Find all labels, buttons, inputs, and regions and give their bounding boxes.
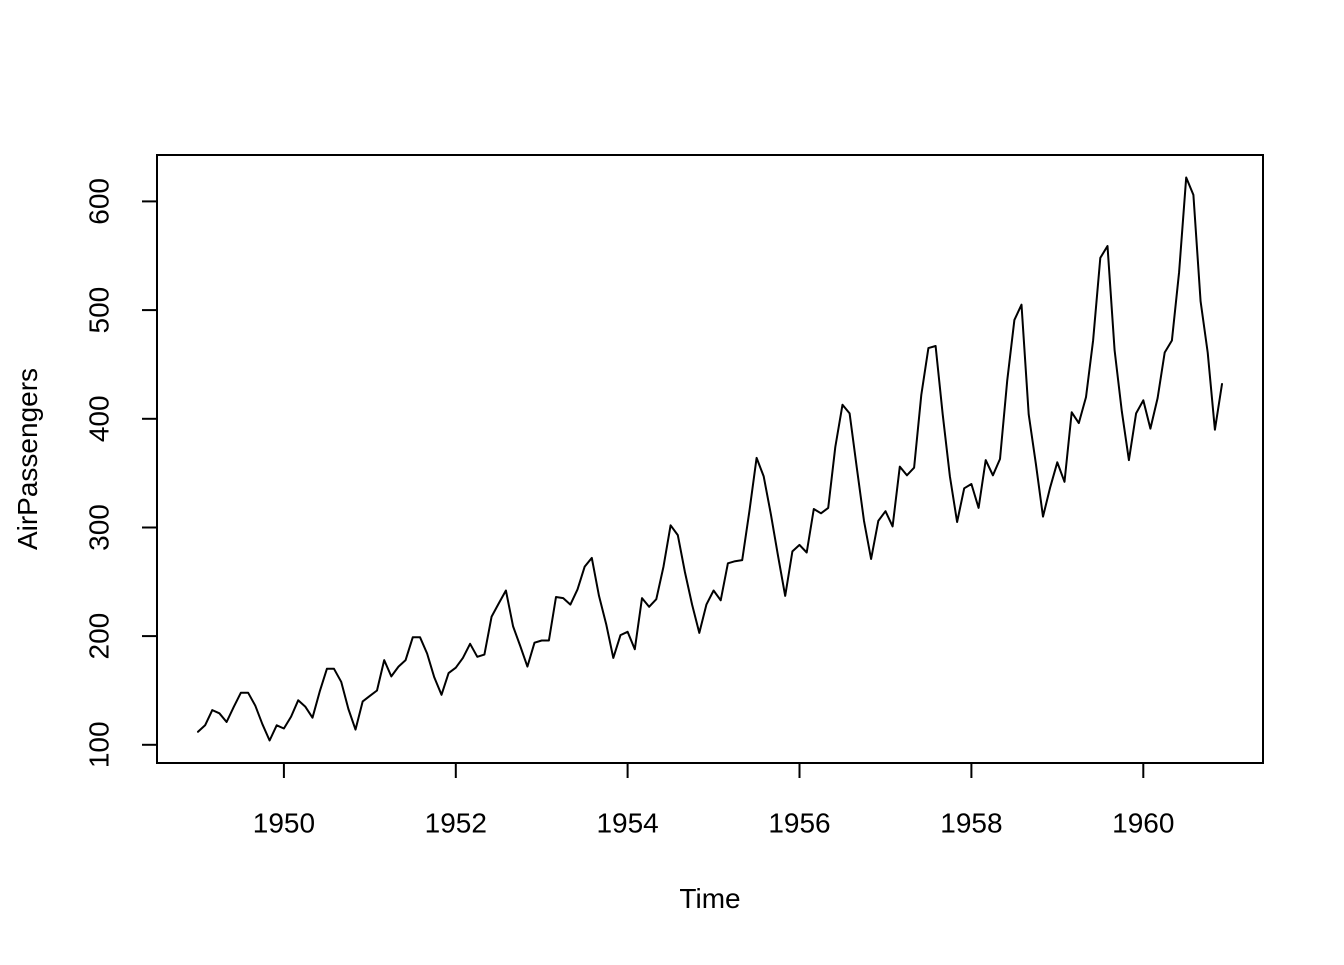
x-tick-label: 1952 [425,808,487,839]
x-tick-label: 1958 [940,808,1002,839]
x-tick-label: 1956 [768,808,830,839]
x-tick-label: 1954 [596,808,658,839]
x-axis-ticks [282,763,1145,778]
x-axis-title: Time [679,883,740,914]
y-tick-label: 100 [84,721,115,768]
y-tick-label: 600 [84,178,115,225]
y-axis-ticks [142,200,157,746]
x-tick-label: 1950 [253,808,315,839]
y-axis-tick-labels: 100 200 300 400 500 600 [84,178,115,768]
y-axis-title: AirPassengers [12,368,43,550]
y-tick-label: 300 [84,504,115,551]
y-tick-label: 200 [84,613,115,660]
airpassengers-data-line [197,176,1223,742]
x-tick-label: 1960 [1112,808,1174,839]
x-axis-tick-labels: 1950 1952 1954 1956 1958 1960 [253,808,1175,839]
y-tick-label: 400 [84,395,115,442]
y-tick-label: 500 [84,287,115,334]
plot-box [156,154,1264,764]
